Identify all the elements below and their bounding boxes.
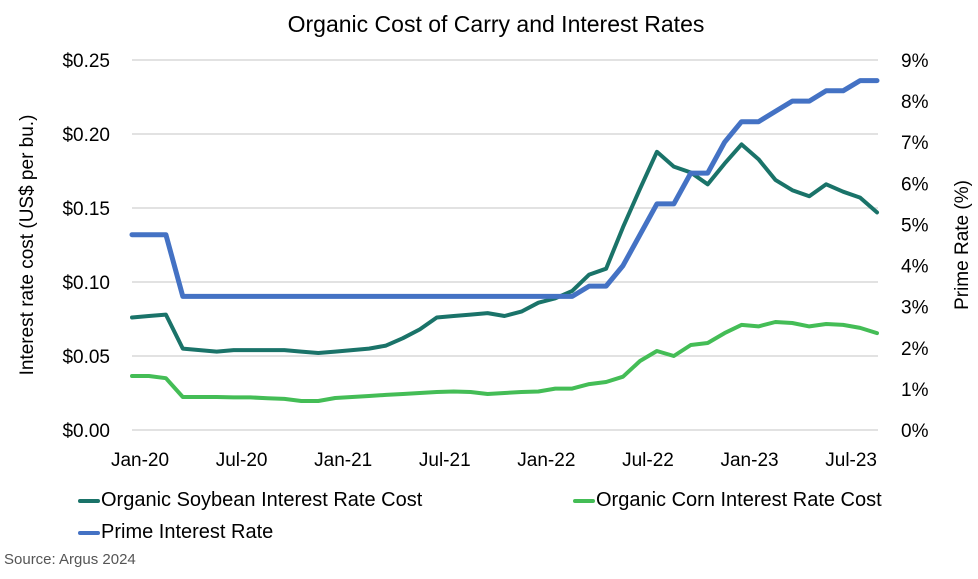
gridlines: [132, 59, 878, 431]
legend-label-prime: Prime Interest Rate: [101, 521, 274, 543]
y2-tick-label: 2%: [901, 339, 929, 360]
y-tick-label: $0.00: [62, 421, 110, 442]
legend-swatch-corn: [573, 498, 595, 503]
legend-label-soybean: Organic Soybean Interest Rate Cost: [101, 489, 423, 511]
x-tick-label: Jul-22: [622, 450, 674, 471]
x-tick-label: Jul-20: [216, 450, 268, 471]
y2-tick-label: 9%: [901, 51, 929, 72]
y-axis-right: 0% 1% 2% 3% 4% 5% 6% 7% 8% 9%: [901, 51, 929, 442]
y2-tick-label: 3%: [901, 298, 929, 319]
legend-item-corn: Organic Corn Interest Rate Cost: [573, 489, 882, 512]
legend-item-prime: Prime Interest Rate: [78, 521, 273, 544]
y-tick-label: $0.10: [62, 273, 110, 294]
y-tick-label: $0.25: [62, 51, 110, 72]
legend-swatch-soybean: [78, 498, 100, 503]
y-tick-label: $0.15: [62, 199, 110, 220]
series-line-prime-interest-rate: [129, 78, 880, 299]
y2-tick-label: 8%: [901, 92, 929, 113]
y2-tick-label: 0%: [901, 421, 929, 442]
legend-item-soybean: Organic Soybean Interest Rate Cost: [78, 489, 422, 512]
y-axis-title: Interest rate cost (US$ per bu.): [17, 115, 38, 376]
x-tick-label: Jan-21: [314, 450, 372, 471]
x-tick-label: Jul-23: [825, 450, 877, 471]
y2-tick-label: 1%: [901, 380, 929, 401]
x-tick-label: Jan-20: [111, 450, 169, 471]
x-axis: Jan-20 Jul-20 Jan-21 Jul-21 Jan-22 Jul-22 Jan-…: [111, 450, 877, 471]
x-tick-label: Jul-21: [419, 450, 471, 471]
y2-tick-label: 6%: [901, 174, 929, 195]
y-tick-label: $0.05: [62, 347, 110, 368]
x-tick-label: Jan-23: [720, 450, 778, 471]
series-line-organic-soybean-interest-rate-cost: [130, 142, 879, 355]
chart-title: Organic Cost of Carry and Interest Rates: [288, 11, 705, 37]
y-tick-label: $0.20: [62, 125, 110, 146]
y2-tick-label: 7%: [901, 133, 929, 154]
y2-tick-label: 4%: [901, 257, 929, 278]
legend-label-corn: Organic Corn Interest Rate Cost: [596, 489, 882, 511]
y2-axis-title: Prime Rate (%): [952, 180, 973, 310]
series-group: [129, 78, 880, 403]
x-tick-label: Jan-22: [517, 450, 575, 471]
legend-swatch-prime: [78, 530, 100, 535]
series-line-organic-corn-interest-rate-cost: [130, 320, 879, 403]
y-axis-left: $0.00 $0.05 $0.10 $0.15 $0.20 $0.25: [62, 51, 110, 442]
source-note: Source: Argus 2024: [4, 551, 136, 568]
y2-tick-label: 5%: [901, 215, 929, 236]
